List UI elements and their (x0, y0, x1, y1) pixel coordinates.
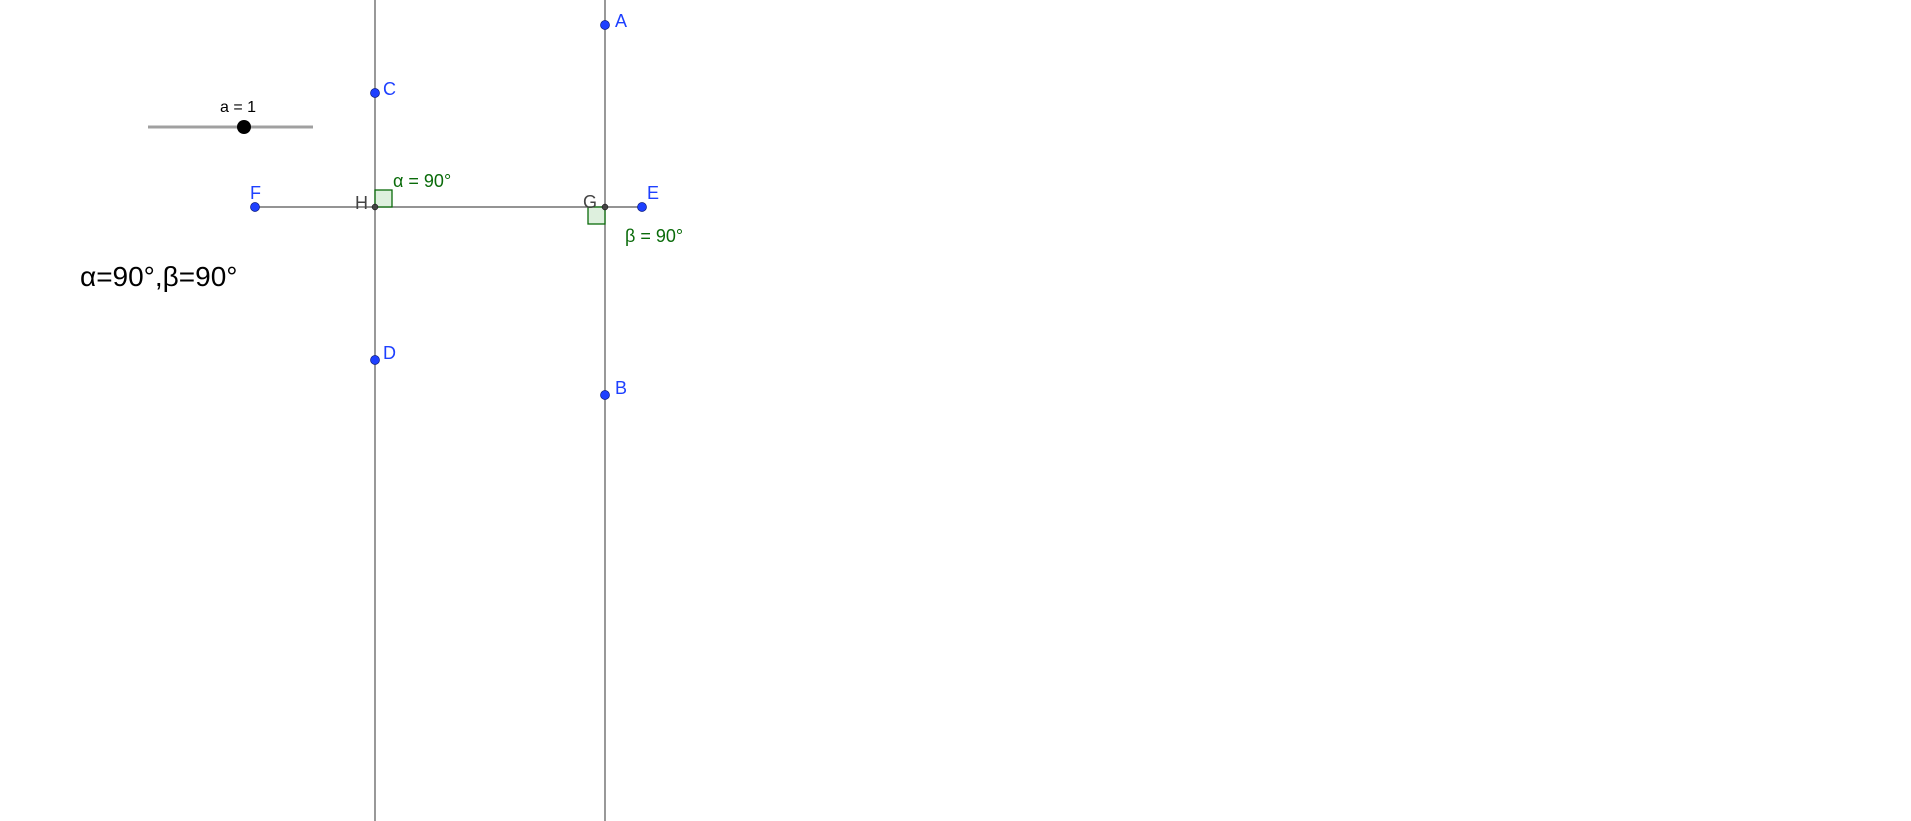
point-B[interactable] (601, 391, 610, 400)
point-label-C: C (383, 79, 396, 100)
intersection-label-G: G (583, 192, 597, 213)
angle-beta-label: β = 90° (625, 226, 683, 247)
point-A[interactable] (601, 21, 610, 30)
angle-alpha-marker (375, 190, 392, 207)
slider-value-label: a = 1 (220, 99, 256, 117)
overlay-angle-text: α=90°,β=90° (80, 261, 237, 293)
point-label-A: A (615, 11, 627, 32)
point-label-F: F (250, 183, 261, 204)
point-D[interactable] (371, 356, 380, 365)
point-label-B: B (615, 378, 627, 399)
diagram-canvas[interactable] (0, 0, 1911, 821)
point-label-E: E (647, 183, 659, 204)
intersection-label-H: H (355, 193, 368, 214)
slider-knob[interactable] (237, 120, 251, 134)
point-C[interactable] (371, 89, 380, 98)
angle-alpha-label: α = 90° (393, 171, 451, 192)
point-label-D: D (383, 343, 396, 364)
intersection-point-H[interactable] (372, 204, 378, 210)
intersection-point-G[interactable] (602, 204, 608, 210)
point-E[interactable] (638, 203, 647, 212)
